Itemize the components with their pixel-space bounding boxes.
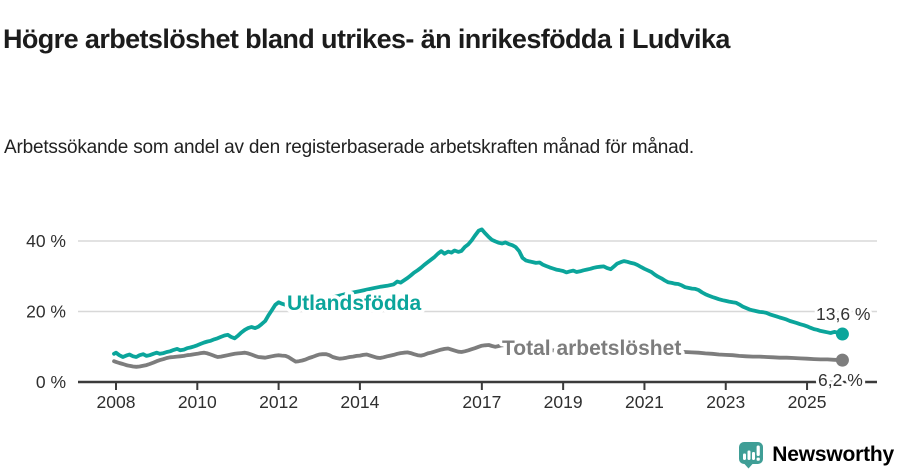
end-value-label-utlandsfodda: 13,6 % xyxy=(816,304,870,324)
x-axis xyxy=(78,380,877,390)
x-tick-label-2008: 2008 xyxy=(97,392,136,412)
x-tick-label-2023: 2023 xyxy=(706,392,745,412)
series-line-utlandsf-dda xyxy=(112,227,845,359)
series-label-total-arbetsloshet: Total arbetslöshet xyxy=(502,337,681,360)
y-tick-0: 0 % xyxy=(36,372,66,392)
chart-subtitle: Arbetssökande som andel av den registerb… xyxy=(4,137,694,158)
end-value-label-total: 6,2 % xyxy=(818,370,863,390)
newsworthy-logo-icon xyxy=(739,442,764,469)
y-tick-20: 20 % xyxy=(26,302,66,322)
newsworthy-logo[interactable]: Newsworthy xyxy=(738,441,894,469)
x-tick-label-2012: 2012 xyxy=(259,392,298,412)
series-lines xyxy=(112,227,845,369)
series-line-total-arbetsl-shet xyxy=(112,343,845,369)
gridlines xyxy=(78,240,877,313)
x-axis-tick-labels: 2008 2010 2012 2014 2017 2019 2021 2023 2025 xyxy=(97,392,827,412)
end-dot-utlandsf-dda xyxy=(835,327,849,341)
y-tick-40: 40 % xyxy=(26,231,66,251)
series-end-dots xyxy=(835,327,849,367)
series-label-utlandsfodda: Utlandsfödda xyxy=(287,292,421,315)
newsworthy-logo-text: Newsworthy xyxy=(772,443,894,466)
page-title: Högre arbetslöshet bland utrikes- än inr… xyxy=(3,24,730,55)
x-tick-label-2021: 2021 xyxy=(625,392,664,412)
x-tick-label-2017: 2017 xyxy=(462,392,501,412)
x-tick-label-2025: 2025 xyxy=(788,392,827,412)
y-axis-tick-labels: 0 % 20 % 40 % xyxy=(26,231,66,392)
x-tick-label-2010: 2010 xyxy=(178,392,217,412)
x-tick-label-2019: 2019 xyxy=(544,392,583,412)
x-tick-label-2014: 2014 xyxy=(340,392,379,412)
end-dot-total-arbetsl-shet xyxy=(835,353,849,367)
